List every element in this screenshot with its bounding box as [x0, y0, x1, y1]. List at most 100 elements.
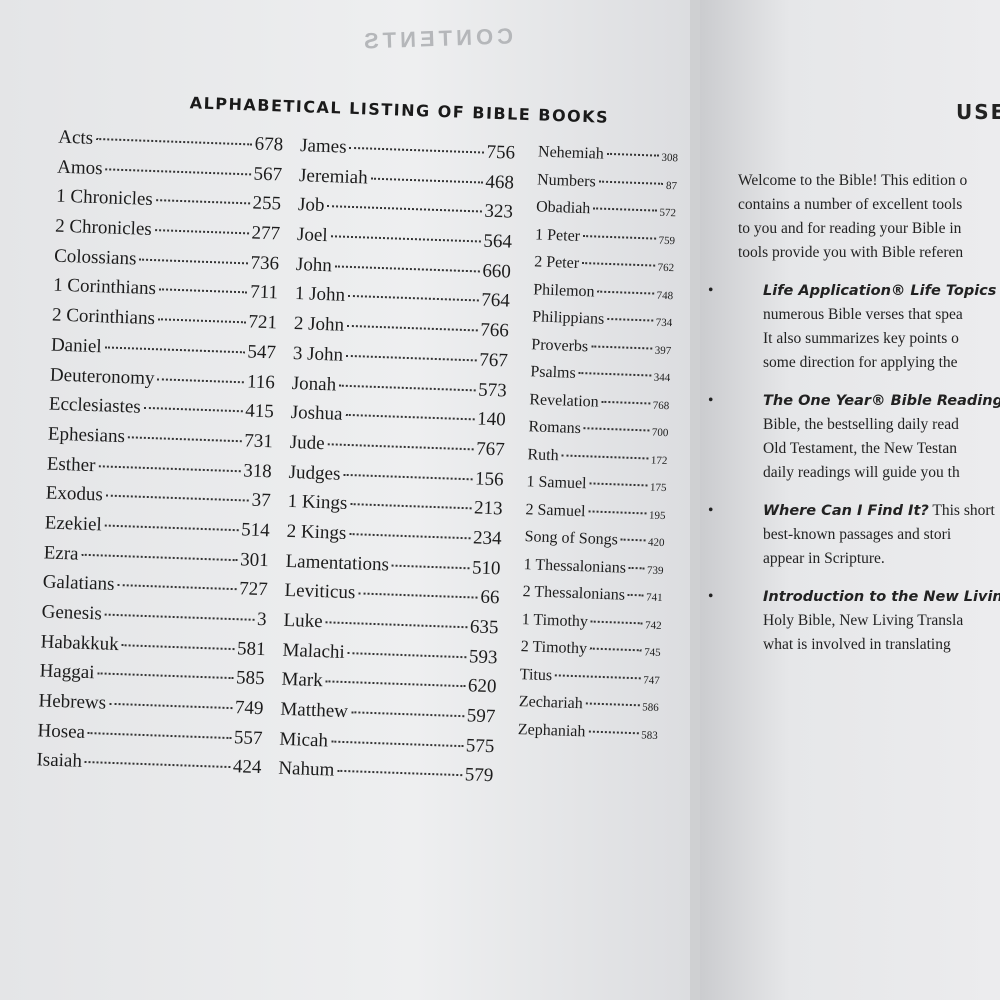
page-number: 748 [656, 289, 674, 302]
page-number: 745 [643, 646, 661, 660]
leader [327, 443, 474, 451]
page-number: 420 [647, 536, 665, 550]
page-number: 575 [465, 735, 495, 757]
book-name: 1 Kings [287, 491, 348, 515]
book-name: Song of Songs [524, 528, 619, 549]
leader [84, 761, 230, 769]
book-name: John [295, 253, 333, 277]
book-name: Jude [289, 431, 325, 455]
leader [583, 427, 649, 432]
book-name: Acts [57, 126, 94, 149]
text-line: Bible, the bestselling daily read [763, 416, 959, 433]
book-name: Obadiah [535, 198, 591, 218]
leader [347, 324, 478, 332]
book-name: Malachi [282, 639, 346, 663]
column: Nehemiah 308 Numbers 87 Obadiah 572 1 Peter 759… [517, 143, 679, 753]
page-number: 579 [464, 764, 494, 787]
text-line: contains a number of excellent tools [738, 196, 963, 213]
page-number: 593 [468, 646, 498, 668]
text-line: to you and for reading your Bible in [738, 220, 962, 237]
leader [590, 647, 642, 652]
book-name: 1 Peter [534, 225, 581, 245]
page-number: 766 [479, 319, 510, 342]
leader [627, 593, 644, 597]
leader [370, 177, 483, 184]
leader [325, 680, 465, 688]
book-name: Ephesians [47, 423, 126, 448]
book-name: Ezekiel [44, 512, 103, 536]
leader [348, 295, 479, 302]
book-name: Nehemiah [537, 143, 605, 163]
page-number: 678 [254, 133, 284, 156]
bullet-lead: Life Application® Life Topics Ind [763, 283, 1000, 299]
book-name: Micah [279, 728, 329, 752]
leader [582, 262, 655, 267]
leader [117, 584, 237, 591]
book-name: 2 John [293, 313, 345, 336]
page-number: 762 [657, 261, 675, 275]
page-number: 234 [472, 527, 502, 550]
bullet-lead-line: Where Can I Find It? This short [708, 502, 1000, 526]
page-number: 700 [651, 426, 669, 440]
leader [157, 377, 245, 383]
book-name: Philemon [532, 280, 595, 300]
page-number: 3 [256, 608, 267, 631]
book-name: Lamentations [285, 550, 390, 576]
book-name: Ecclesiastes [48, 393, 142, 418]
book-name: James [299, 135, 347, 158]
leader [104, 613, 255, 621]
page-number: 572 [659, 206, 677, 220]
leader [391, 564, 470, 569]
book-name: Exodus [45, 482, 104, 506]
page-number: 140 [476, 408, 507, 431]
leader [589, 482, 648, 487]
text-line: It also summarizes key points o [763, 330, 959, 347]
book-name: Zechariah [518, 693, 584, 713]
book-name: Galatians [42, 571, 115, 596]
leader [349, 533, 471, 540]
book-name: Titus [519, 665, 553, 684]
leader [96, 137, 252, 146]
book-name: 1 Chronicles [55, 186, 154, 211]
leader [104, 346, 245, 354]
leader [588, 730, 639, 734]
page-number: 742 [644, 618, 662, 632]
text-line: best-known passages and stori [763, 526, 952, 543]
leader [330, 740, 463, 747]
book-name: 2 Peter [533, 253, 580, 272]
leader [139, 258, 248, 265]
bullet-lead: Introduction to the New Living [763, 589, 1000, 605]
leader [87, 731, 231, 739]
bullet-lead-line: Introduction to the New Living [708, 588, 1000, 612]
header-bleed: CONTENTS [359, 23, 514, 54]
book-name: Esther [46, 453, 96, 476]
page-number: 581 [236, 637, 266, 660]
leader [143, 407, 243, 413]
leader [583, 234, 656, 240]
book-name: Jeremiah [298, 164, 369, 189]
page-number: 172 [650, 454, 668, 467]
contents-block: ALPHABETICAL LISTING OF BIBLE BOOKS Acts… [36, 88, 679, 786]
leader [155, 199, 250, 205]
bullet-text: This short [928, 502, 995, 519]
column: James 756 Jeremiah 468 Job 323 Joel 564 John 660 1… [278, 135, 515, 795]
book-name: Hebrews [38, 690, 107, 714]
book-name: Leviticus [284, 580, 356, 604]
entry: Zephaniah 583 [517, 721, 658, 753]
book-name: Daniel [50, 334, 103, 358]
bullet: Life Application® Life Topics Ind numerou… [708, 282, 1000, 378]
bullet: Introduction to the New Living Holy Bible… [708, 588, 1000, 660]
leader [598, 180, 664, 185]
leader [590, 620, 643, 624]
leader [105, 168, 251, 176]
book-name: Habakkuk [40, 631, 120, 655]
page-number: 727 [238, 578, 268, 601]
book-name: 2 Timothy [520, 638, 588, 658]
page-number: 767 [478, 349, 509, 372]
leader [349, 146, 484, 154]
leader [327, 205, 482, 213]
text-line: what is involved in translating [763, 636, 951, 653]
text-line: Welcome to the Bible! This edition o [738, 172, 968, 189]
title: ALPHABETICAL LISTING OF BIBLE BOOKS [189, 93, 610, 127]
